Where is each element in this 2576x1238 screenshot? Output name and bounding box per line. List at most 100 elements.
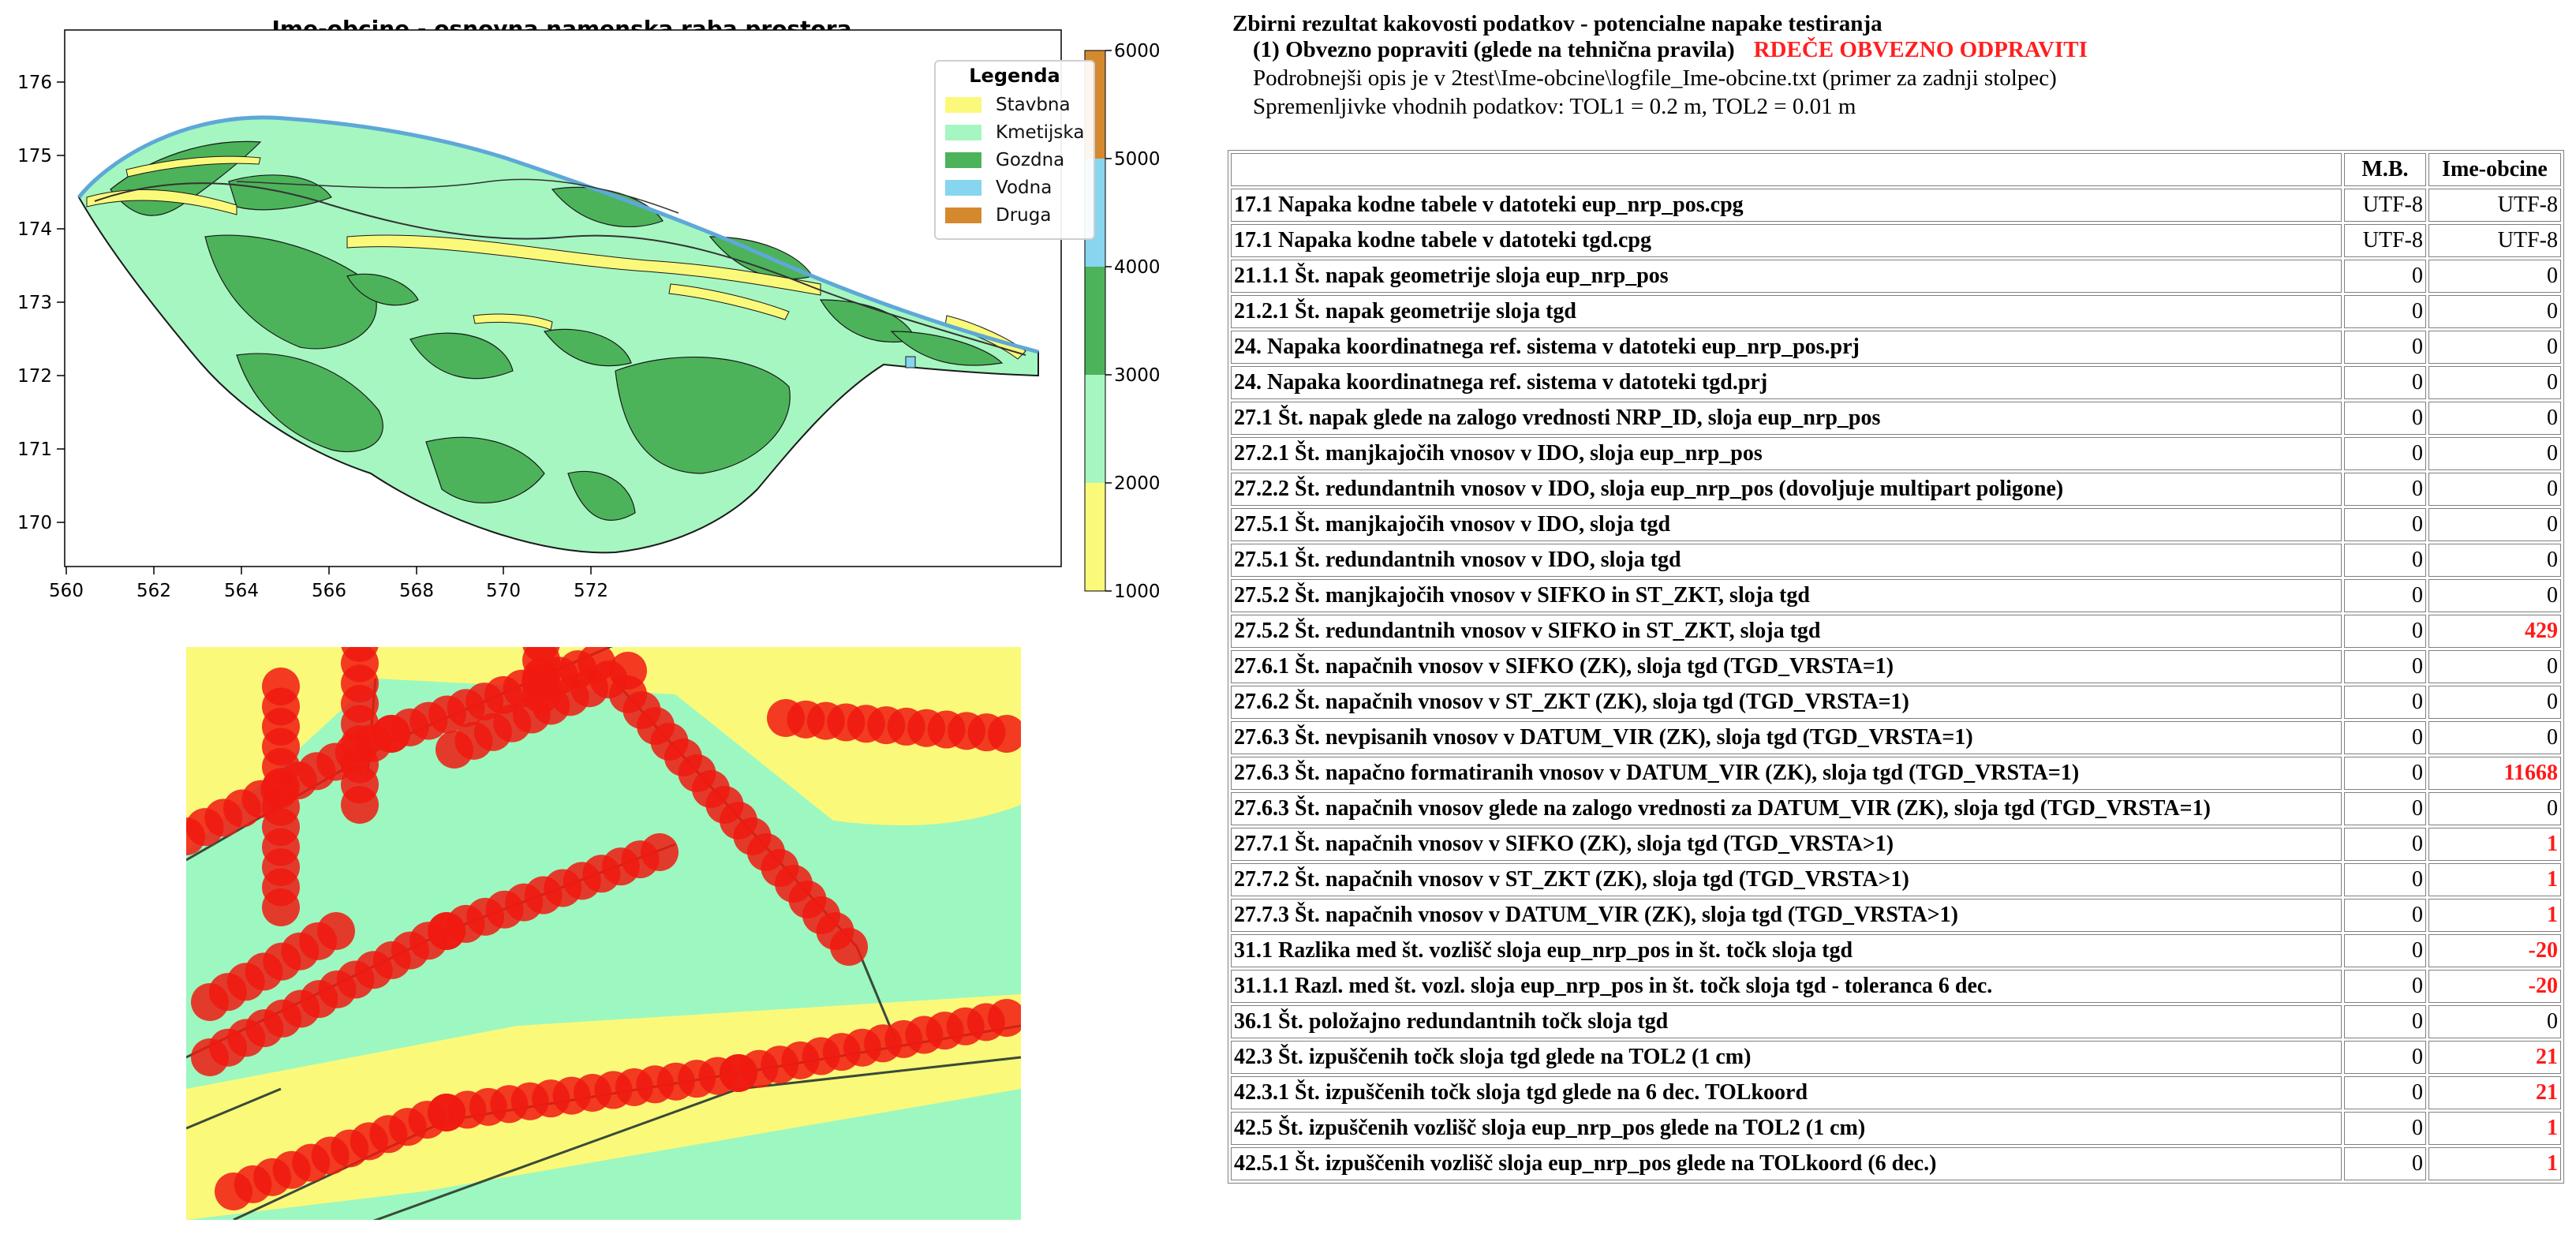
mb-value: 0 — [2344, 792, 2426, 825]
municipality-value: 0 — [2428, 473, 2561, 506]
mb-value: 0 — [2344, 295, 2426, 328]
municipality-value: 0 — [2428, 650, 2561, 683]
municipality-value: 0 — [2428, 402, 2561, 435]
legend-swatch — [945, 180, 981, 196]
mb-value: 0 — [2344, 863, 2426, 896]
error-point — [262, 888, 300, 926]
mb-value: 0 — [2344, 615, 2426, 648]
x-axis — [65, 567, 592, 574]
report-subtitle: (1) Obvezno popraviti (glede na tehnična… — [1253, 37, 2088, 63]
municipality-value: 1 — [2428, 1147, 2561, 1180]
y-axis — [57, 81, 65, 523]
legend-item-gozdna: Gozdna — [945, 148, 1064, 172]
x-tick-label: 566 — [312, 581, 346, 601]
legend-label: Kmetijska — [996, 122, 1085, 143]
test-name: 31.1 Razlika med št. vozlišč sloja eup_n… — [1231, 934, 2342, 967]
table-row: 27.1 Št. napak glede na zalogo vrednosti… — [1231, 402, 2561, 435]
municipality-value: 0 — [2428, 260, 2561, 293]
error-point — [988, 715, 1021, 753]
mb-value: UTF-8 — [2344, 224, 2426, 257]
mb-value: 0 — [2344, 1005, 2426, 1038]
mb-value: 0 — [2344, 1076, 2426, 1109]
municipality-value: 1 — [2428, 899, 2561, 932]
colorbar-tick-label: 3000 — [1114, 365, 1161, 386]
colorbar-tick-label: 1000 — [1114, 582, 1161, 602]
legend-swatch — [945, 152, 981, 168]
colorbar-tick-label: 5000 — [1114, 149, 1161, 170]
legend-title: Legenda — [969, 65, 1060, 87]
built-up-strip — [473, 313, 553, 331]
results-table: M.B. Ime-obcine 17.1 Napaka kodne tabele… — [1228, 150, 2564, 1184]
header-test — [1231, 153, 2342, 186]
map-canvas: 560 562 564 566 568 570 572 170 171 172 … — [17, 29, 1161, 602]
municipality-value: UTF-8 — [2428, 189, 2561, 222]
error-point — [641, 833, 679, 871]
built-up-area — [186, 647, 1021, 852]
legend-item-kmetijska: Kmetijska — [945, 121, 1084, 144]
mb-value: 0 — [2344, 402, 2426, 435]
mb-value: 0 — [2344, 544, 2426, 577]
table-header-row: M.B. Ime-obcine — [1231, 153, 2561, 186]
error-point — [317, 912, 355, 950]
mb-value: 0 — [2344, 331, 2426, 364]
built-up-strip — [668, 283, 790, 320]
test-name: 42.5 Št. izpuščenih vozlišč sloja eup_nr… — [1231, 1112, 2342, 1145]
error-point — [609, 652, 647, 690]
test-name: 27.6.3 Št. nevpisanih vnosov v DATUM_VIR… — [1231, 721, 2342, 754]
error-points-zoom-view — [186, 647, 1021, 1220]
mb-value: 0 — [2344, 970, 2426, 1003]
x-tick-label: 562 — [136, 581, 171, 601]
error-point — [522, 675, 560, 713]
test-name: 17.1 Napaka kodne tabele v datoteki tgd.… — [1231, 224, 2342, 257]
forest-patch — [425, 436, 545, 504]
test-name: 27.6.1 Št. napačnih vnosov v SIFKO (ZK),… — [1231, 650, 2342, 683]
legend-label: Stavbna — [996, 95, 1071, 115]
table-row: 42.3 Št. izpuščenih točk sloja tgd glede… — [1231, 1041, 2561, 1074]
mb-value: 0 — [2344, 260, 2426, 293]
forest-patch — [890, 331, 1004, 366]
municipality-value: 0 — [2428, 508, 2561, 541]
table-row: 27.7.2 Št. napačnih vnosov v ST_ZKT (ZK)… — [1231, 863, 2561, 896]
built-up-strip — [125, 155, 261, 178]
header-mb: M.B. — [2344, 153, 2426, 186]
table-row: 21.1.1 Št. napak geometrije sloja eup_nr… — [1231, 260, 2561, 293]
test-name: 27.7.2 Št. napačnih vnosov v ST_ZKT (ZK)… — [1231, 863, 2342, 896]
table-row: 27.6.2 Št. napačnih vnosov v ST_ZKT (ZK)… — [1231, 686, 2561, 719]
colorbar-tick-label: 6000 — [1114, 41, 1161, 62]
table-row: 27.6.3 Št. napačnih vnosov glede na zalo… — [1231, 792, 2561, 825]
table-row: 27.6.3 Št. napačno formatiranih vnosov v… — [1231, 757, 2561, 790]
municipality-value: 21 — [2428, 1076, 2561, 1109]
table-row: 27.6.3 Št. nevpisanih vnosov v DATUM_VIR… — [1231, 721, 2561, 754]
test-name: 27.5.1 Št. manjkajočih vnosov v IDO, slo… — [1231, 508, 2342, 541]
error-point — [830, 928, 868, 966]
test-name: 27.2.1 Št. manjkajočih vnosov v IDO, slo… — [1231, 437, 2342, 470]
x-tick-label: 560 — [49, 581, 84, 601]
mb-value: 0 — [2344, 473, 2426, 506]
municipality-value: -20 — [2428, 970, 2561, 1003]
report-title: Zbirni rezultat kakovosti podatkov - pot… — [1232, 11, 1882, 36]
municipality-value: 1 — [2428, 863, 2561, 896]
forest-patch — [543, 328, 632, 367]
table-row: 42.3.1 Št. izpuščenih točk sloja tgd gle… — [1231, 1076, 2561, 1109]
mb-value: 0 — [2344, 934, 2426, 967]
error-point — [988, 999, 1021, 1037]
municipality-value: 0 — [2428, 1005, 2561, 1038]
municipality-value: 1 — [2428, 1112, 2561, 1145]
forest-patch — [346, 273, 419, 306]
legend-label: Druga — [996, 205, 1052, 226]
municipality-value: -20 — [2428, 934, 2561, 967]
water-patch — [905, 356, 916, 368]
legend-label: Gozdna — [996, 150, 1065, 170]
forest-patch — [567, 470, 636, 521]
table-row: 27.5.1 Št. manjkajočih vnosov v IDO, slo… — [1231, 508, 2561, 541]
test-name: 42.3.1 Št. izpuščenih točk sloja tgd gle… — [1231, 1076, 2342, 1109]
header-municipality: Ime-obcine — [2428, 153, 2561, 186]
legend-swatch — [945, 125, 981, 140]
test-name: 27.6.3 Št. napačnih vnosov glede na zalo… — [1231, 792, 2342, 825]
municipality-value: 21 — [2428, 1041, 2561, 1074]
municipality-value: 1 — [2428, 828, 2561, 861]
table-row: 27.2.1 Št. manjkajočih vnosov v IDO, slo… — [1231, 437, 2561, 470]
error-points — [186, 647, 1021, 1210]
table-row: 27.5.2 Št. redundantnih vnosov v SIFKO i… — [1231, 615, 2561, 648]
test-name: 24. Napaka koordinatnega ref. sistema v … — [1231, 331, 2342, 364]
